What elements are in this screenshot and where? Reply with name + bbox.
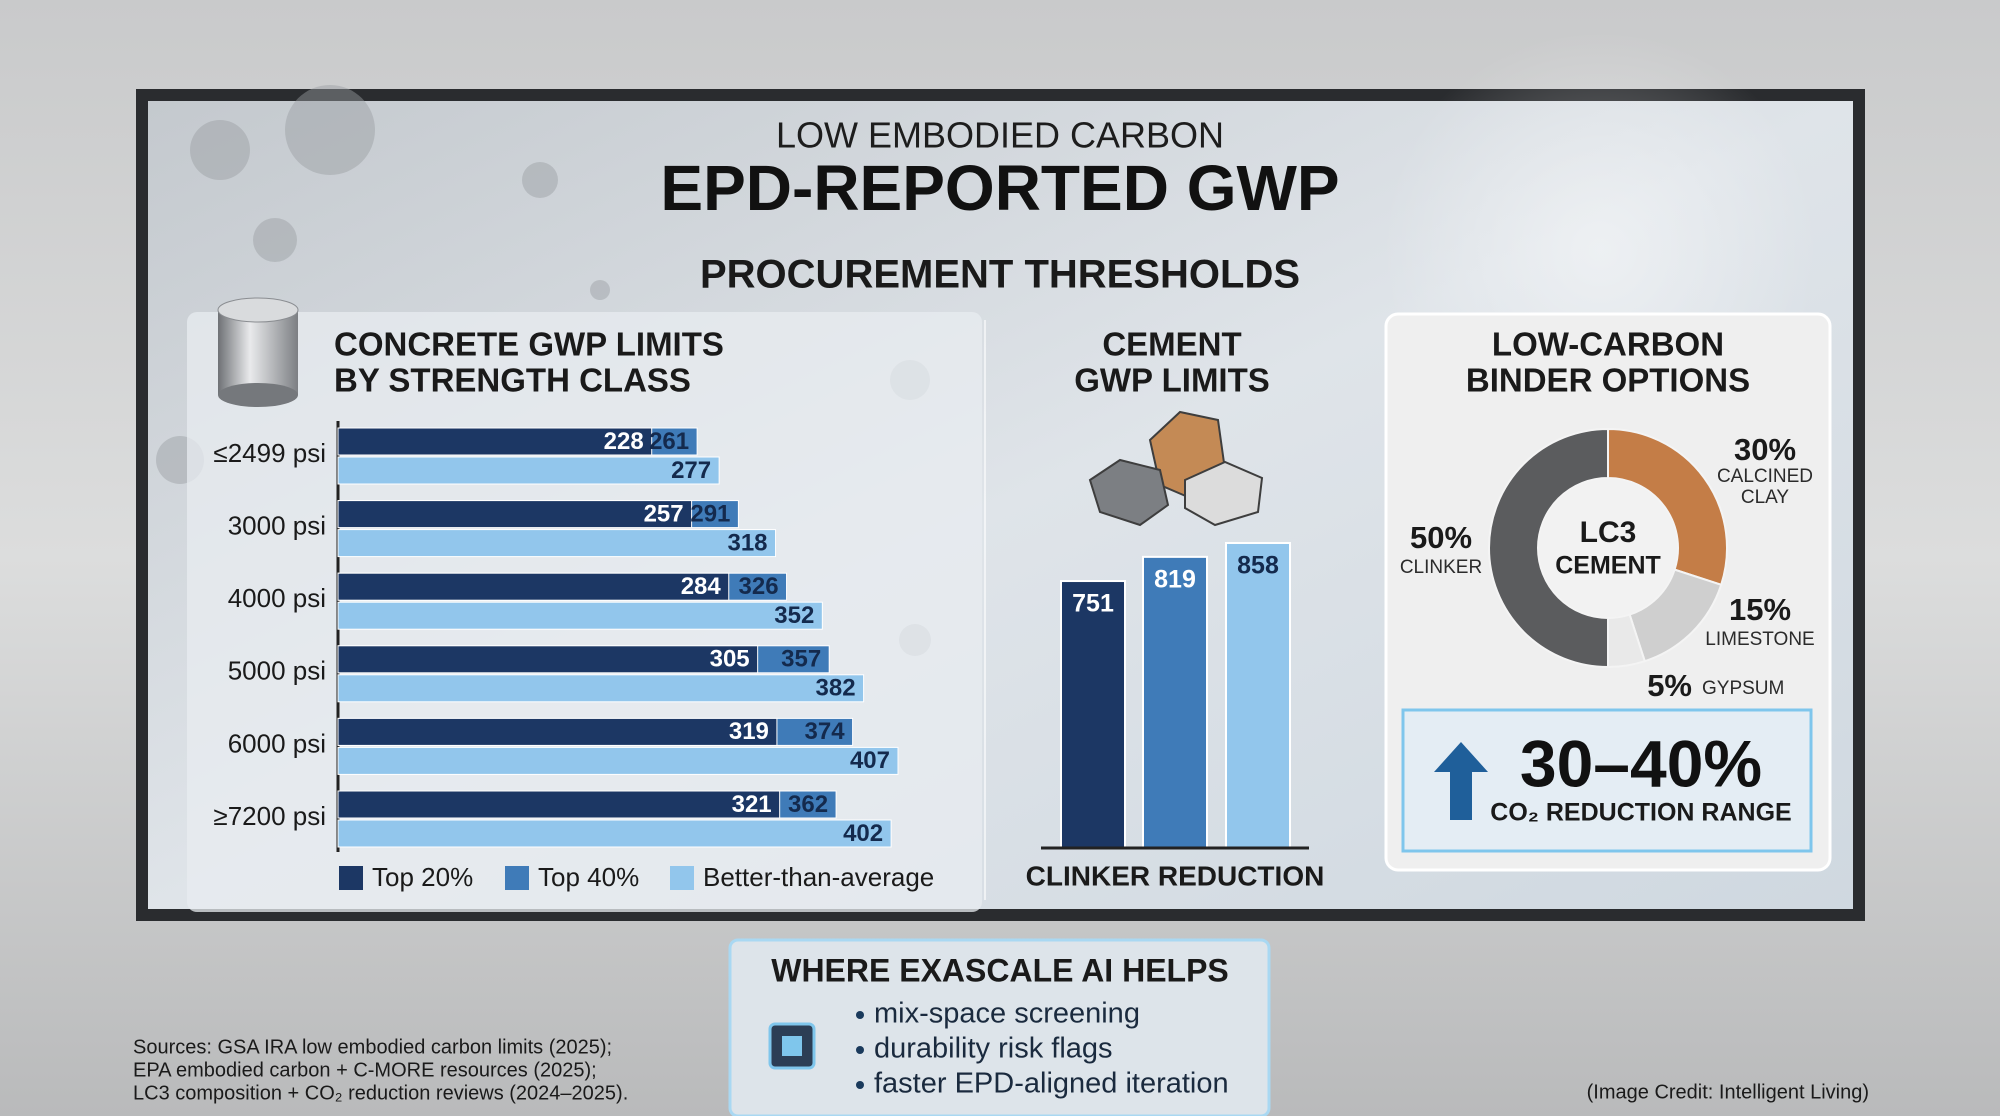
bar [337, 674, 865, 703]
legend-swatch [339, 866, 363, 890]
bar [1060, 580, 1126, 849]
value-label: 819 [1154, 565, 1196, 593]
legend-label: Top 40% [538, 862, 639, 892]
bar [337, 529, 777, 558]
value-label: 50% [1410, 520, 1472, 555]
donut-slice [1488, 427, 1609, 669]
subtitle: PROCUREMENT THRESHOLDS [700, 253, 1300, 297]
chart-title: GWP LIMITS [1074, 362, 1270, 399]
x-axis-label: CLINKER REDUCTION [1026, 860, 1325, 891]
bullet [856, 1081, 864, 1089]
source-line: EPA embodied carbon + C-MORE resources (… [133, 1059, 597, 1081]
bar [337, 601, 823, 630]
category-label: 5000 psi [228, 656, 326, 686]
category-label: GYPSUM [1702, 678, 1784, 699]
ai-title: WHERE EXASCALE AI HELPS [771, 952, 1229, 988]
value-label: 257 [644, 500, 684, 527]
title: EPD-REPORTED GWP [660, 152, 1339, 224]
value-label: 362 [788, 791, 828, 818]
bar [337, 456, 720, 485]
legend-swatch [505, 866, 529, 890]
cylinder-icon [217, 297, 299, 407]
value-label: 751 [1072, 590, 1114, 618]
chart-title: CONCRETE GWP LIMITS [334, 326, 724, 363]
value-label: 15% [1729, 592, 1791, 627]
source-line: Sources: GSA IRA low embodied carbon lim… [133, 1036, 612, 1058]
value-label: 291 [690, 500, 730, 527]
value-label: 402 [843, 820, 883, 847]
legend-label: Better-than-average [703, 862, 934, 892]
legend-label: Top 20% [372, 862, 473, 892]
bar [337, 572, 730, 601]
category-label: 6000 psi [228, 728, 326, 758]
category-label: ≥7200 psi [213, 801, 326, 831]
up-arrow [1434, 742, 1488, 820]
value-label: 407 [850, 747, 890, 774]
bar [337, 427, 653, 456]
bullet [856, 1046, 864, 1054]
bar [1225, 542, 1291, 849]
value-label: 357 [781, 646, 821, 673]
value-label: 374 [805, 718, 846, 745]
value-label: 326 [739, 573, 779, 600]
bar [1142, 555, 1208, 849]
chart-title: LOW-CARBON [1492, 326, 1724, 363]
category-label: 4000 psi [228, 583, 326, 613]
category-label: LIMESTONE [1705, 629, 1814, 650]
callout-value: 30–40% [1520, 726, 1762, 800]
bar [337, 790, 781, 819]
bar [337, 746, 899, 775]
bar [337, 500, 693, 529]
value-label: 319 [729, 718, 769, 745]
value-label: 382 [816, 675, 856, 702]
ai-item: durability risk flags [874, 1033, 1113, 1065]
value-label: 5% [1647, 668, 1692, 703]
bullet [856, 1011, 864, 1019]
donut-hole [1539, 479, 1677, 617]
category-label: CLINKER [1400, 557, 1482, 578]
legend-swatch [670, 866, 694, 890]
ai-item: mix-space screening [874, 998, 1140, 1030]
value-label: 321 [732, 791, 772, 818]
credit: (Image Credit: Intelligent Living) [1587, 1081, 1869, 1103]
bar [337, 819, 892, 848]
rocks-icon [1088, 410, 1264, 527]
chart-title: CEMENT [1102, 326, 1241, 363]
chart-title: BY STRENGTH CLASS [334, 362, 691, 399]
category-label: 3000 psi [228, 510, 326, 540]
bar [337, 717, 778, 746]
callout-text: CO₂ REDUCTION RANGE [1490, 799, 1791, 827]
category-label: ≤2499 psi [213, 438, 326, 468]
value-label: 318 [727, 529, 767, 556]
value-label: 228 [604, 428, 644, 455]
value-label: 352 [774, 602, 814, 629]
center-label: CEMENT [1555, 552, 1661, 580]
bar [337, 645, 759, 674]
value-label: 284 [681, 573, 722, 600]
ai-panel [728, 938, 1271, 1116]
value-label: 30% [1734, 432, 1796, 467]
center-label: LC3 [1580, 516, 1637, 549]
value-label: 305 [710, 646, 750, 673]
ai-item: faster EPD-aligned iteration [874, 1068, 1229, 1100]
category-label: CALCINED CLAY [1716, 466, 1814, 508]
chip-icon [768, 1022, 816, 1070]
value-label: 858 [1237, 552, 1279, 580]
source-line: LC3 composition + CO₂ reduction reviews … [133, 1082, 628, 1104]
value-label: 261 [649, 428, 689, 455]
chart-title: BINDER OPTIONS [1466, 362, 1750, 399]
donut-slice [1607, 427, 1728, 587]
kicker: LOW EMBODIED CARBON [776, 115, 1224, 156]
value-label: 277 [671, 457, 711, 484]
